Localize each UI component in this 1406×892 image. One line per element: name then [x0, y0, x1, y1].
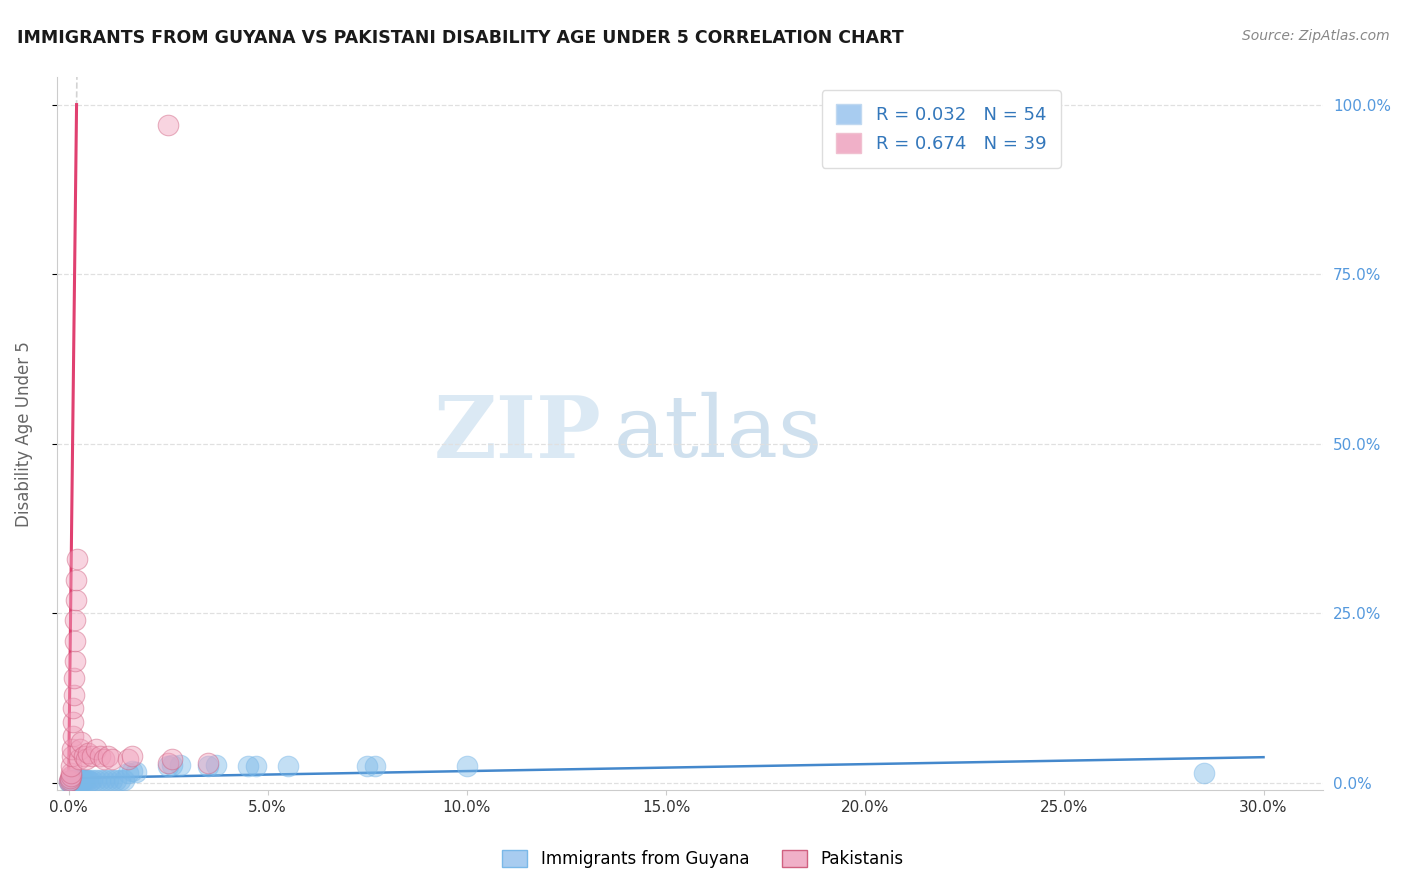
Point [59, 774, 82, 789]
Text: Source: ZipAtlas.com: Source: ZipAtlas.com [1241, 29, 1389, 43]
Point [60, 748, 83, 763]
Point [236, 759, 259, 773]
Text: atlas: atlas [614, 392, 823, 475]
Point [63, 654, 86, 668]
Point [60, 774, 83, 789]
Point [121, 748, 143, 763]
Point [67, 752, 90, 766]
Point [76, 772, 98, 787]
Point [73, 748, 96, 763]
Point [59, 772, 82, 787]
Point [69, 735, 91, 749]
Point [89, 773, 111, 788]
Point [197, 759, 219, 773]
Point [63, 633, 86, 648]
Point [1192, 765, 1215, 780]
Point [59, 769, 82, 783]
Point [59, 774, 82, 789]
Point [65, 773, 87, 788]
Point [112, 773, 135, 788]
Point [62, 772, 84, 787]
Legend: R = 0.032   N = 54, R = 0.674   N = 39: R = 0.032 N = 54, R = 0.674 N = 39 [821, 90, 1062, 168]
Text: ZIP: ZIP [433, 392, 602, 475]
Point [62, 729, 84, 743]
Point [58, 774, 80, 789]
Point [160, 752, 183, 766]
Point [125, 765, 148, 780]
Point [76, 752, 98, 766]
Point [89, 748, 111, 763]
Point [117, 765, 139, 780]
Point [121, 764, 143, 778]
Point [62, 774, 84, 789]
Point [69, 773, 91, 788]
Point [62, 688, 84, 702]
Point [65, 774, 87, 789]
Point [157, 759, 180, 773]
Point [59, 774, 82, 789]
Point [73, 773, 96, 788]
Point [63, 772, 86, 787]
Point [117, 752, 139, 766]
Point [65, 772, 87, 787]
Point [62, 773, 84, 788]
Point [58, 774, 80, 789]
Point [60, 759, 83, 773]
Point [205, 758, 228, 772]
Point [72, 773, 94, 788]
Point [65, 552, 87, 566]
Point [157, 756, 180, 770]
Point [62, 772, 84, 787]
Point [69, 772, 91, 787]
Point [82, 772, 104, 787]
Point [86, 742, 108, 756]
Point [197, 756, 219, 770]
Point [59, 765, 82, 780]
Point [66, 774, 89, 789]
Point [63, 774, 86, 789]
Point [60, 772, 83, 787]
Point [62, 701, 84, 715]
Point [67, 772, 90, 787]
Point [364, 759, 387, 773]
Point [65, 613, 87, 627]
Point [69, 742, 91, 756]
Point [63, 773, 86, 788]
Point [77, 773, 100, 788]
Point [169, 758, 191, 772]
Point [97, 773, 120, 788]
Point [65, 573, 87, 587]
Point [79, 774, 101, 789]
Point [62, 714, 84, 729]
Point [160, 757, 183, 772]
Point [65, 592, 87, 607]
Point [93, 772, 115, 787]
Y-axis label: Disability Age Under 5: Disability Age Under 5 [15, 341, 32, 526]
Point [277, 759, 299, 773]
Point [456, 759, 478, 773]
Point [101, 752, 124, 766]
Point [77, 746, 100, 760]
Point [93, 752, 115, 766]
Text: IMMIGRANTS FROM GUYANA VS PAKISTANI DISABILITY AGE UNDER 5 CORRELATION CHART: IMMIGRANTS FROM GUYANA VS PAKISTANI DISA… [17, 29, 904, 46]
Point [97, 748, 120, 763]
Point [110, 772, 132, 787]
Point [245, 759, 267, 773]
Point [105, 773, 128, 788]
Point [101, 772, 124, 787]
Point [356, 759, 378, 773]
Point [60, 773, 83, 788]
Point [65, 773, 87, 788]
Point [82, 748, 104, 763]
Point [60, 742, 83, 756]
Legend: Immigrants from Guyana, Pakistanis: Immigrants from Guyana, Pakistanis [495, 843, 911, 875]
Point [157, 118, 180, 132]
Point [59, 774, 82, 789]
Point [86, 773, 108, 788]
Point [59, 771, 82, 785]
Point [63, 671, 86, 685]
